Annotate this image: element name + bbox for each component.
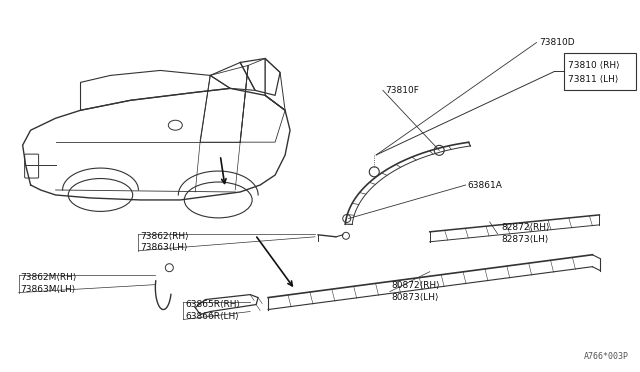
Text: 73810F: 73810F [385, 86, 419, 95]
Text: 73863M⟨LH⟩: 73863M⟨LH⟩ [20, 285, 76, 294]
Text: 73810D: 73810D [540, 38, 575, 47]
Text: 63866R⟨LH⟩: 63866R⟨LH⟩ [186, 312, 239, 321]
Text: 80872⟨RH⟩: 80872⟨RH⟩ [392, 281, 440, 290]
Text: 82872⟨RH⟩: 82872⟨RH⟩ [502, 223, 550, 232]
Text: 73810 ⟨RH⟩: 73810 ⟨RH⟩ [568, 61, 620, 70]
Text: 73862⟨RH⟩: 73862⟨RH⟩ [140, 232, 189, 241]
Text: A766*003P: A766*003P [584, 352, 629, 361]
Text: 73862M⟨RH⟩: 73862M⟨RH⟩ [20, 273, 77, 282]
Text: 73811 ⟨LH⟩: 73811 ⟨LH⟩ [568, 75, 619, 84]
Text: 63861A: 63861A [468, 180, 502, 189]
Text: 80873⟨LH⟩: 80873⟨LH⟩ [392, 293, 439, 302]
Text: 82873⟨LH⟩: 82873⟨LH⟩ [502, 235, 549, 244]
Bar [564, 52, 636, 90]
Text: 73863⟨LH⟩: 73863⟨LH⟩ [140, 243, 188, 252]
Text: 63865R⟨RH⟩: 63865R⟨RH⟩ [186, 300, 240, 309]
